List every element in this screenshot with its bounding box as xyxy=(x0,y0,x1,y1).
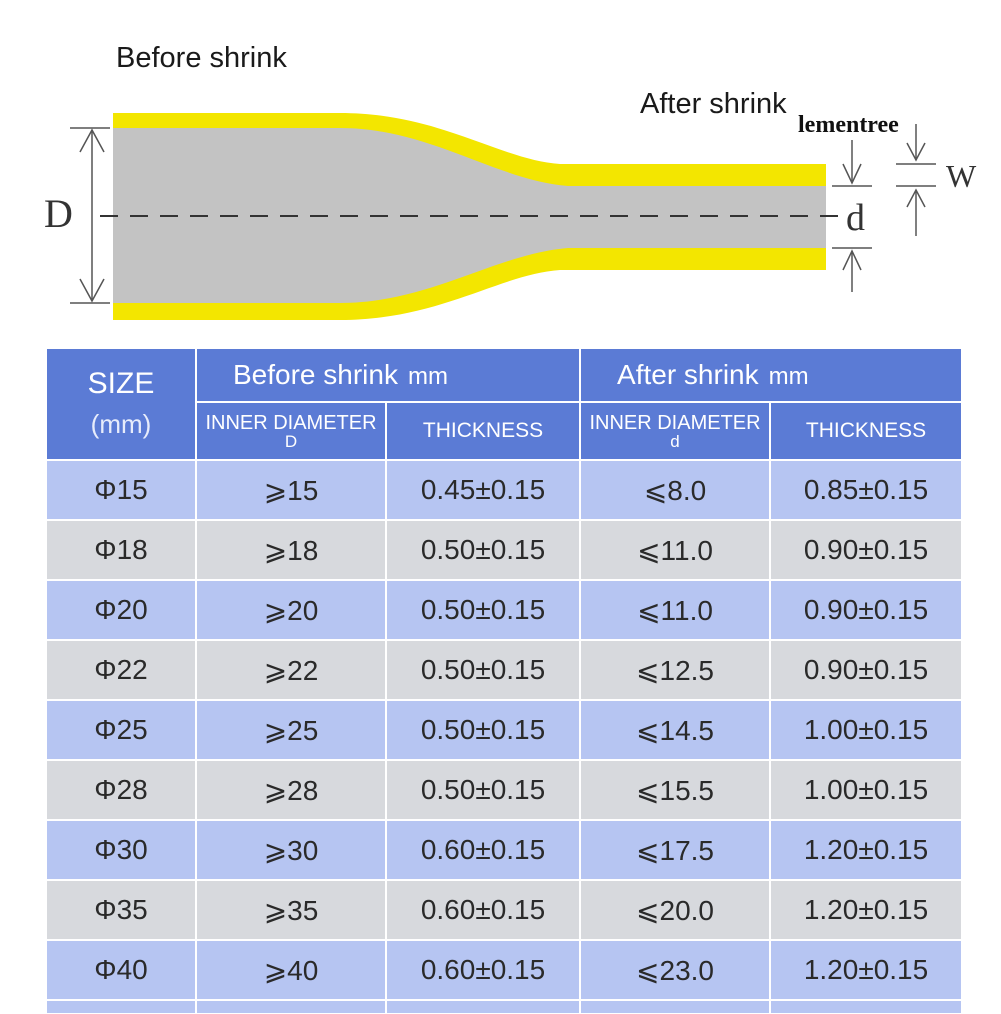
before-shrink-unit: mm xyxy=(407,363,448,390)
before-diameter-cell: ⩾25 xyxy=(196,700,386,760)
before-diameter-cell: ⩾30 xyxy=(196,820,386,880)
size-cell: Φ15 xyxy=(46,460,196,520)
after-diameter-cell: ⩽17.5 xyxy=(580,820,771,880)
before-diameter-cell: ⩾28 xyxy=(196,760,386,820)
after-thickness-header: THICKNESS xyxy=(770,402,963,460)
after-diameter-cell: ⩽8.0 xyxy=(580,460,771,520)
before-diameter-cell: ⩾22 xyxy=(196,640,386,700)
table-row-cut-off xyxy=(46,1000,963,1014)
dimension-d xyxy=(832,140,872,292)
before-thickness-cell: 0.50±0.15 xyxy=(386,760,581,820)
before-thickness-header: THICKNESS xyxy=(386,402,581,460)
after-diameter-cell: ⩽14.5 xyxy=(580,700,771,760)
size-cell: Φ28 xyxy=(46,760,196,820)
table-row: Φ35 ⩾35 0.60±0.15 ⩽20.0 1.20±0.15 xyxy=(46,880,963,940)
before-thickness-cell: 0.60±0.15 xyxy=(386,940,581,1000)
dimension-D xyxy=(70,127,110,304)
after-inner-diameter-header: INNER DIAMETER d xyxy=(580,402,771,460)
after-thickness-cell: 1.20±0.15 xyxy=(770,940,963,1000)
table-row: Φ30 ⩾30 0.60±0.15 ⩽17.5 1.20±0.15 xyxy=(46,820,963,880)
inner-diameter-label: d xyxy=(846,197,865,239)
after-shrink-unit: mm xyxy=(768,363,809,390)
before-diameter-cell: ⩾40 xyxy=(196,940,386,1000)
after-inner-diameter-label: INNER DIAMETER xyxy=(589,411,761,434)
size-header: SIZE (mm) xyxy=(46,348,196,460)
after-diameter-cell: ⩽12.5 xyxy=(580,640,771,700)
after-diameter-cell: ⩽23.0 xyxy=(580,940,771,1000)
after-shrink-header: After shrink mm xyxy=(580,348,963,402)
after-thickness-cell: 1.20±0.15 xyxy=(770,880,963,940)
size-header-label: SIZE xyxy=(87,367,155,400)
size-cell: Φ22 xyxy=(46,640,196,700)
before-shrink-label: Before shrink xyxy=(116,42,287,74)
before-inner-diameter-header: INNER DIAMETER D xyxy=(196,402,386,460)
before-thickness-cell: 0.60±0.15 xyxy=(386,820,581,880)
after-shrink-header-label: After shrink xyxy=(617,359,759,390)
after-diameter-cell: ⩽15.5 xyxy=(580,760,771,820)
before-thickness-cell: 0.50±0.15 xyxy=(386,700,581,760)
before-inner-diameter-label: INNER DIAMETER xyxy=(205,411,377,434)
after-shrink-label: After shrink xyxy=(640,88,787,120)
size-cell: Φ25 xyxy=(46,700,196,760)
before-diameter-cell: ⩾35 xyxy=(196,880,386,940)
before-thickness-cell: 0.60±0.15 xyxy=(386,880,581,940)
before-thickness-cell: 0.50±0.15 xyxy=(386,640,581,700)
after-diameter-cell: ⩽11.0 xyxy=(580,520,771,580)
wall-thickness-label: W xyxy=(946,158,977,194)
table-row: Φ22 ⩾22 0.50±0.15 ⩽12.5 0.90±0.15 xyxy=(46,640,963,700)
before-thickness-cell: 0.50±0.15 xyxy=(386,580,581,640)
dimension-W xyxy=(896,124,936,236)
after-thickness-cell: 0.90±0.15 xyxy=(770,640,963,700)
after-thickness-cell: 1.20±0.15 xyxy=(770,820,963,880)
size-header-unit: (mm) xyxy=(90,409,152,439)
size-cell: Φ40 xyxy=(46,940,196,1000)
before-shrink-header-label: Before shrink xyxy=(233,359,398,390)
after-diameter-cell: ⩽20.0 xyxy=(580,880,771,940)
table-row: Φ25 ⩾25 0.50±0.15 ⩽14.5 1.00±0.15 xyxy=(46,700,963,760)
before-shrink-header: Before shrink mm xyxy=(196,348,581,402)
after-thickness-cell: 0.90±0.15 xyxy=(770,580,963,640)
before-thickness-cell: 0.45±0.15 xyxy=(386,460,581,520)
table-row: Φ28 ⩾28 0.50±0.15 ⩽15.5 1.00±0.15 xyxy=(46,760,963,820)
after-thickness-cell: 0.85±0.15 xyxy=(770,460,963,520)
before-diameter-cell: ⩾18 xyxy=(196,520,386,580)
after-inner-diameter-symbol: d xyxy=(670,431,680,451)
after-thickness-cell: 1.00±0.15 xyxy=(770,700,963,760)
table-row: Φ20 ⩾20 0.50±0.15 ⩽11.0 0.90±0.15 xyxy=(46,580,963,640)
after-thickness-cell: 0.90±0.15 xyxy=(770,520,963,580)
after-thickness-cell: 1.00±0.15 xyxy=(770,760,963,820)
outer-diameter-label: D xyxy=(44,191,73,236)
before-diameter-cell: ⩾15 xyxy=(196,460,386,520)
table-row: Φ18 ⩾18 0.50±0.15 ⩽11.0 0.90±0.15 xyxy=(46,520,963,580)
watermark-text: lementree xyxy=(798,112,899,138)
size-cell: Φ20 xyxy=(46,580,196,640)
size-cell: Φ35 xyxy=(46,880,196,940)
size-cell: Φ30 xyxy=(46,820,196,880)
before-diameter-cell: ⩾20 xyxy=(196,580,386,640)
before-thickness-cell: 0.50±0.15 xyxy=(386,520,581,580)
spec-table: SIZE (mm) Before shrink mm After shrink mm… xyxy=(46,348,963,1014)
table-row: Φ40 ⩾40 0.60±0.15 ⩽23.0 1.20±0.15 xyxy=(46,940,963,1000)
before-inner-diameter-symbol: D xyxy=(284,431,298,451)
after-diameter-cell: ⩽11.0 xyxy=(580,580,771,640)
shrink-diagram xyxy=(70,113,936,320)
size-cell: Φ18 xyxy=(46,520,196,580)
table-row: Φ15 ⩾15 0.45±0.15 ⩽8.0 0.85±0.15 xyxy=(46,460,963,520)
